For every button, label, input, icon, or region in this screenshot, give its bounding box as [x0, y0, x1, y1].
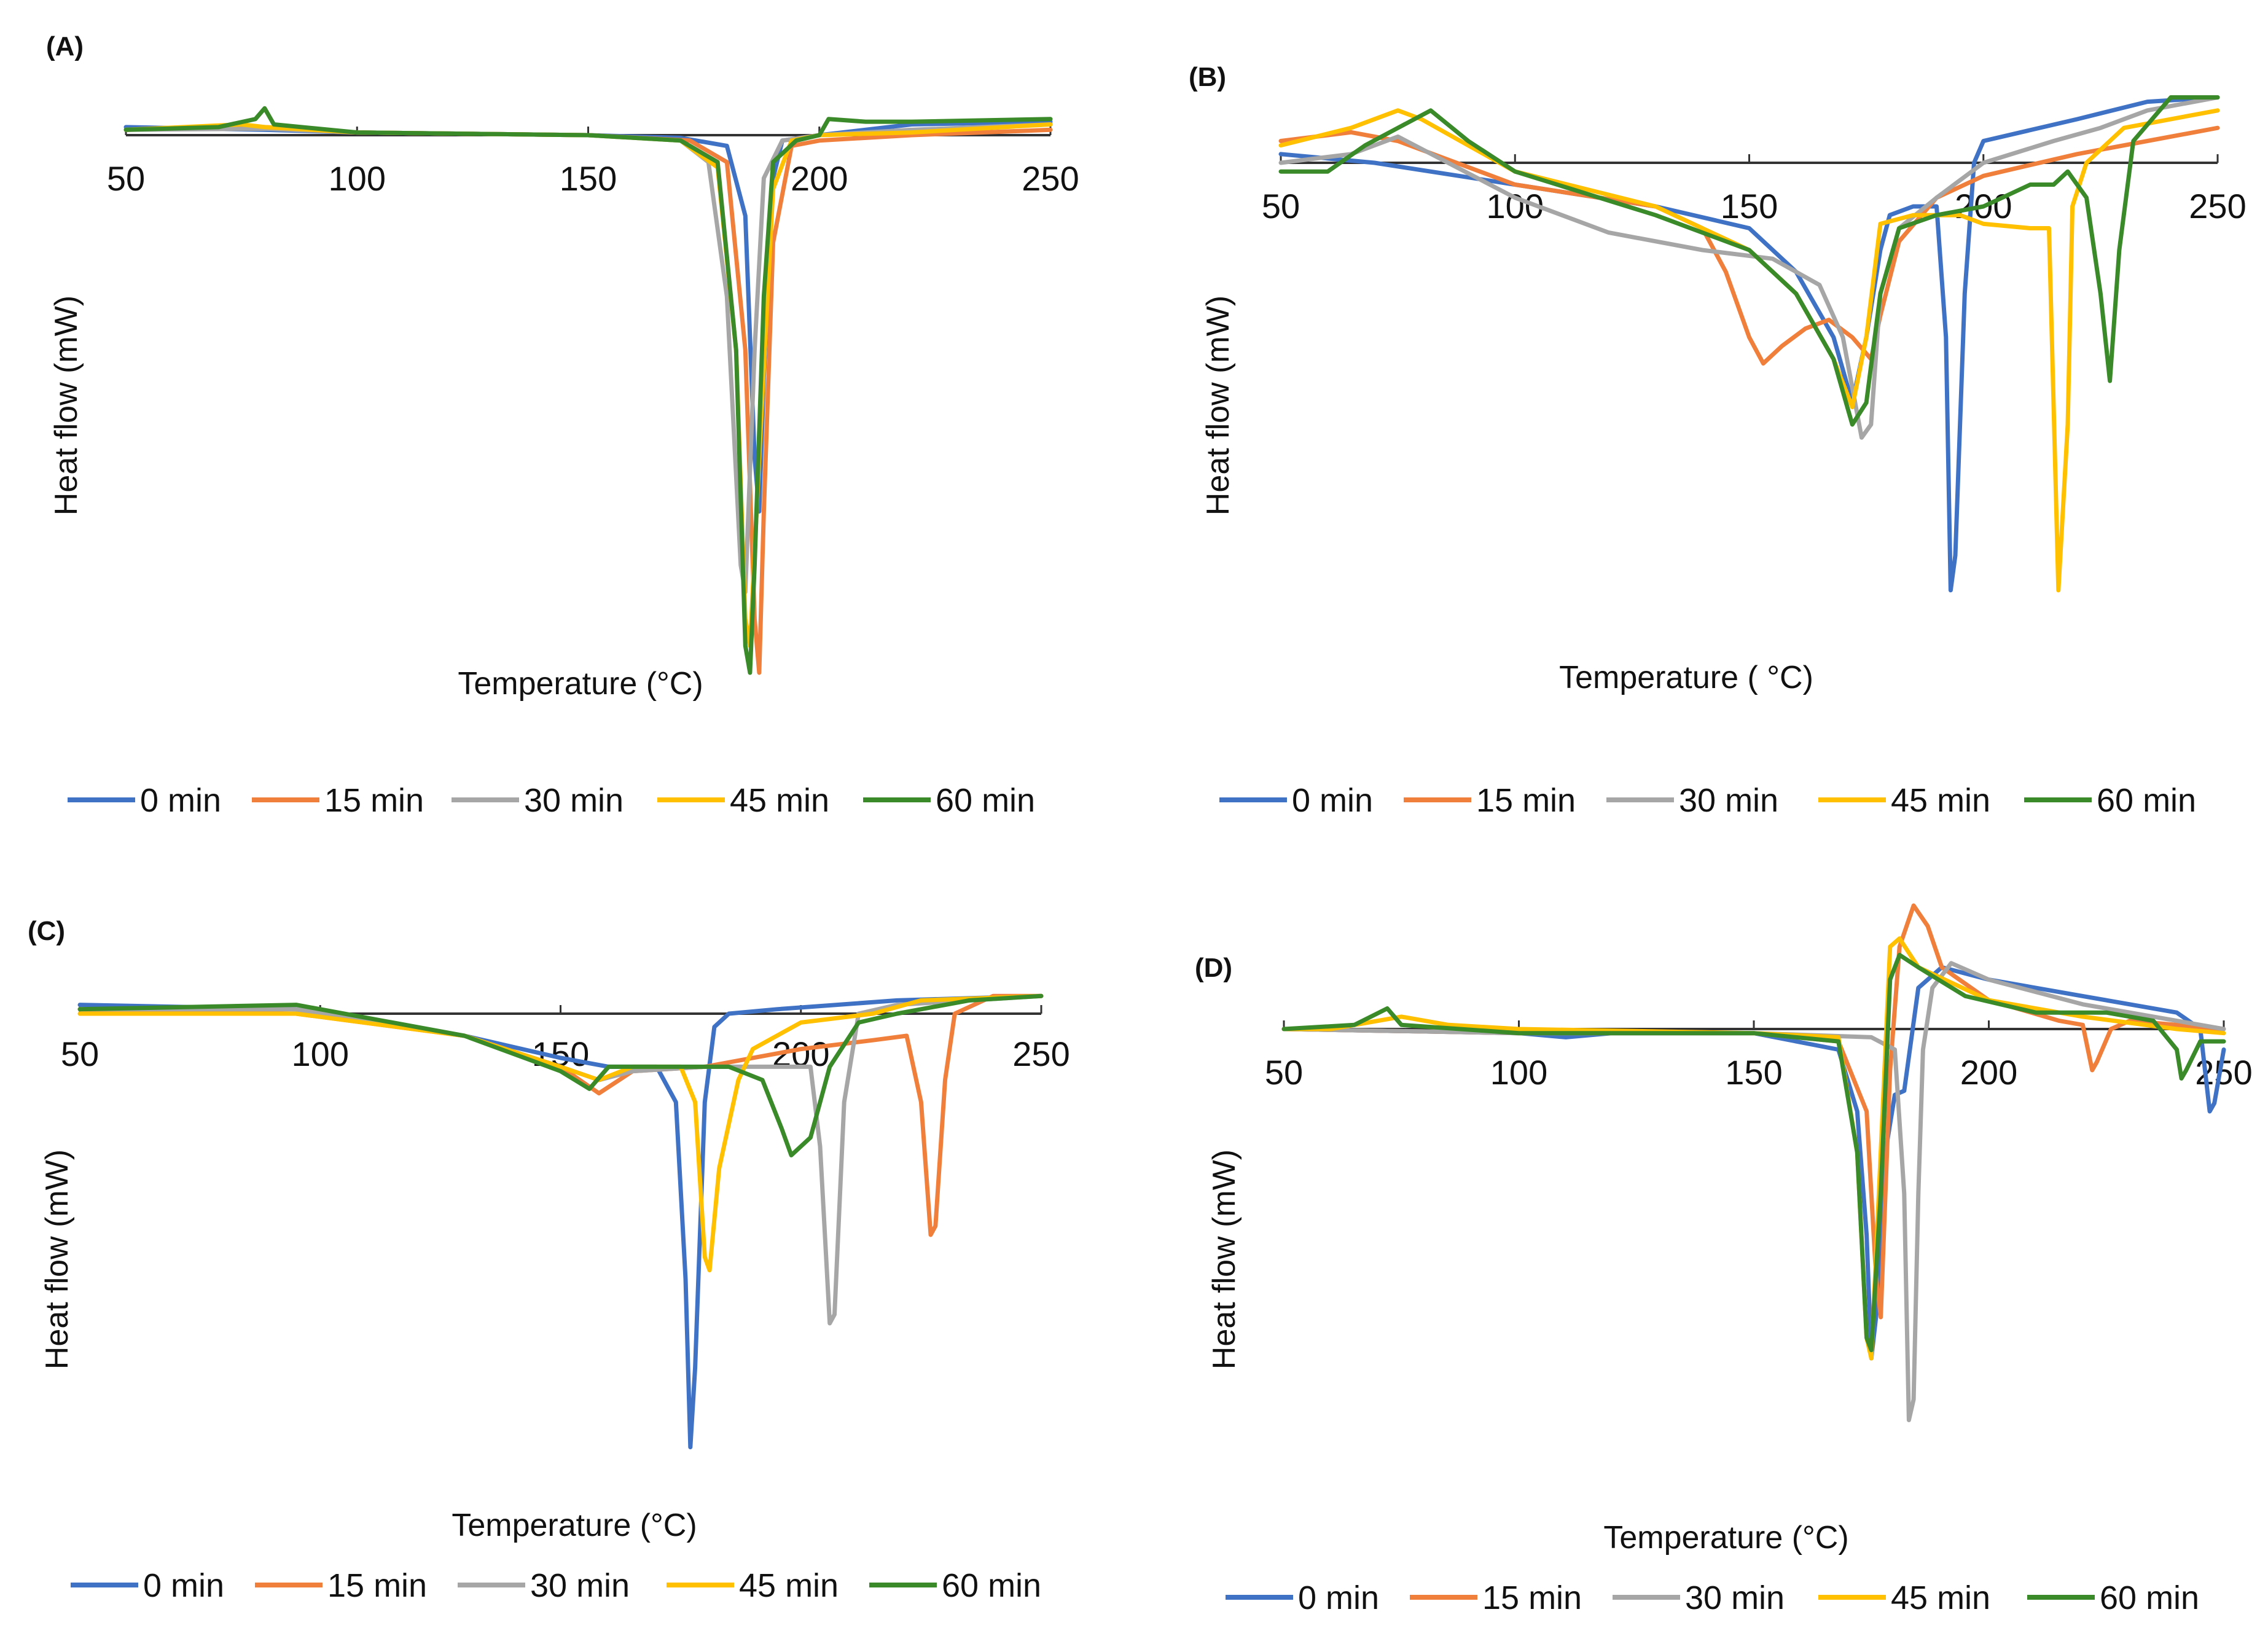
- panel-c-series-line-60-min: [77, 993, 1044, 1157]
- panel-d-series-line-60-min: [1281, 952, 2226, 1353]
- panel-a-x-tick-label: 150: [560, 159, 617, 198]
- legend-label: 60 min: [936, 782, 1035, 819]
- panel-a-y-axis-title: Heat flow (mW): [49, 295, 84, 515]
- legend-label: 30 min: [1685, 1579, 1785, 1616]
- panel-b-series-line-30-min: [1278, 95, 2220, 440]
- panel-b-label: (B): [1189, 62, 1226, 92]
- legend-label: 15 min: [327, 1567, 427, 1604]
- panel-b-series-line-45-min: [1278, 108, 2220, 593]
- panel-d-x-tick-label: 200: [1960, 1053, 2017, 1092]
- panel-d-label: (D): [1195, 953, 1232, 983]
- panel-b-series-line-0-min: [1278, 95, 2220, 593]
- panel-d-x-tick-label: 50: [1265, 1053, 1303, 1092]
- legend-label: 45 min: [730, 782, 829, 819]
- legend-d: 0 min 15 min 30 min 45 min 60 min: [1226, 1579, 2199, 1616]
- panel-b-series-line-60-min: [1278, 95, 2220, 427]
- legend-label: 0 min: [1292, 782, 1373, 819]
- panel-b-series-line-15-min: [1278, 125, 2220, 366]
- legend-a: 0 min 15 min 30 min 45 min 60 min: [68, 782, 1035, 819]
- panel-c-label: (C): [28, 916, 65, 946]
- panel-d-x-axis-title: Temperature (°C): [1603, 1520, 1848, 1556]
- legend-c: 0 min 15 min 30 min 45 min 60 min: [71, 1567, 1041, 1604]
- legend-label: 15 min: [1482, 1579, 1582, 1616]
- panel-b-y-axis-title: Heat flow (mW): [1200, 295, 1236, 515]
- legend-label: 30 min: [530, 1567, 630, 1604]
- legend-label: 0 min: [1298, 1579, 1379, 1616]
- legend-label: 45 min: [1891, 1579, 1990, 1616]
- legend-label: 30 min: [524, 782, 624, 819]
- panel-b: (B) Heat flow (mW) Temperature ( °C) 50 1…: [1189, 62, 2246, 695]
- panel-c: (C) Heat flow (mW) Temperature (°C) 50 10…: [28, 916, 1070, 1543]
- legend-label: 60 min: [2097, 782, 2196, 819]
- panel-c-x-tick-label: 100: [292, 1035, 349, 1073]
- legend-label: 0 min: [143, 1567, 224, 1604]
- panel-b-x-tick-label: 250: [2189, 187, 2246, 225]
- panel-c-x-tick-label: 50: [61, 1035, 99, 1073]
- legend-label: 15 min: [324, 782, 424, 819]
- legend-label: 15 min: [1476, 782, 1576, 819]
- panel-c-series-line-0-min: [77, 993, 1044, 1450]
- panel-c-x-tick-label: 250: [1012, 1035, 1069, 1073]
- panel-d-x-tick-label: 150: [1725, 1053, 1782, 1092]
- panel-c-x-axis-title: Temperature (°C): [452, 1508, 697, 1543]
- legend-label: 0 min: [140, 782, 221, 819]
- panel-d-y-axis-title: Heat flow (mW): [1206, 1149, 1242, 1369]
- legend-label: 30 min: [1679, 782, 1778, 819]
- panel-a-series-line-60-min: [123, 106, 1053, 675]
- panel-a-x-tick-label: 100: [329, 159, 386, 198]
- legend-label: 45 min: [739, 1567, 839, 1604]
- panel-b-x-axis-title: Temperature ( °C): [1559, 660, 1813, 695]
- legend-b: 0 min 15 min 30 min 45 min 60 min: [1219, 782, 2196, 819]
- panel-b-x-tick-label: 150: [1721, 187, 1778, 225]
- panel-a-x-tick-label: 200: [791, 159, 848, 198]
- legend-label: 60 min: [2100, 1579, 2199, 1616]
- panel-b-x-tick-label: 50: [1262, 187, 1300, 225]
- legend-label: 45 min: [1891, 782, 1990, 819]
- panel-c-y-axis-title: Heat flow (mW): [39, 1149, 75, 1369]
- panel-c-series-line-45-min: [77, 993, 1044, 1273]
- panel-a-x-tick-label: 250: [1022, 159, 1079, 198]
- legend-label: 60 min: [942, 1567, 1041, 1604]
- panel-d-x-tick-label: 100: [1490, 1053, 1547, 1092]
- panel-a-label: (A): [46, 31, 84, 61]
- panel-d: (D) Heat flow (mW) Temperature (°C) 50 10…: [1195, 903, 2253, 1556]
- panel-a-x-axis-title: Temperature (°C): [458, 666, 703, 702]
- panel-a-x-tick-label: 50: [107, 159, 145, 198]
- panel-a: (A) Heat flow (mW) Temperature (°C) 50 10…: [46, 31, 1079, 702]
